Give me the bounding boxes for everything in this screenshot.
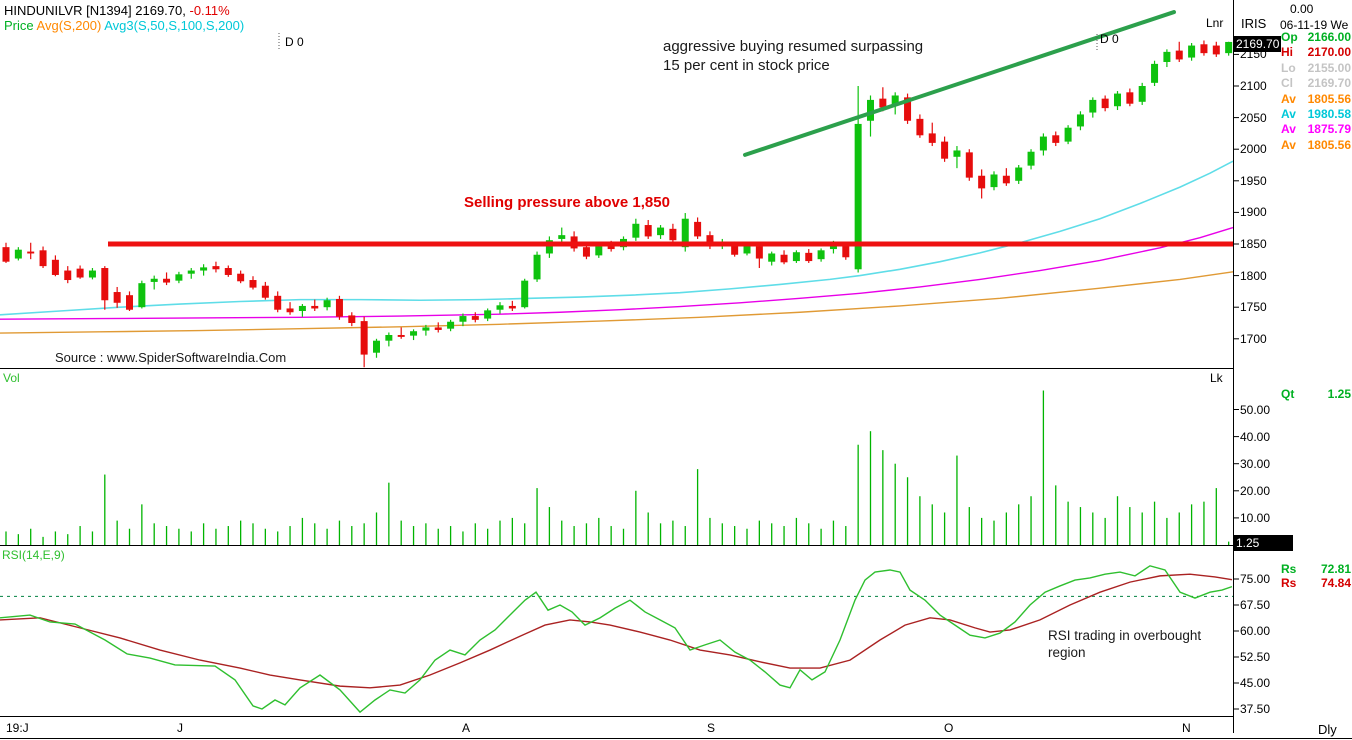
selling-annotation: Selling pressure above 1,850 xyxy=(464,194,670,211)
volume-tick-label: 20.00 xyxy=(1240,483,1271,498)
rsi-tick-label: 45.00 xyxy=(1240,676,1271,690)
price-tick-label: 1900 xyxy=(1240,205,1267,220)
volume-tick-label: 40.00 xyxy=(1240,429,1271,444)
app-name: IRIS xyxy=(1241,16,1267,31)
ohlc-row: Av 1805.56 xyxy=(1281,137,1351,152)
cursor-change-value: 0.00 xyxy=(1290,2,1314,16)
rs-row: Rs 72.81 xyxy=(1281,562,1351,576)
price-tick-label: 1850 xyxy=(1240,237,1267,251)
last-price: 2169.70, xyxy=(135,3,186,18)
change-percent: -0.11% xyxy=(189,3,230,18)
month-label: 19:J xyxy=(6,721,29,735)
rsi-tick-label: 60.00 xyxy=(1240,624,1271,638)
ohlc-row: Av 1805.56 xyxy=(1281,91,1351,106)
d0-marker-right: D 0 xyxy=(1100,32,1119,46)
rsi-tick-label: 67.50 xyxy=(1240,598,1271,612)
buying-annotation: aggressive buying resumed surpassing 15 … xyxy=(663,38,924,74)
last-price-badge: 2169.70 xyxy=(1233,36,1281,52)
ohlc-row: Av 1875.79 xyxy=(1281,122,1351,137)
month-label: S xyxy=(707,721,716,735)
month-label: O xyxy=(944,721,954,735)
rs-row: Rs 74.84 xyxy=(1281,575,1351,590)
price-tick-label: 2050 xyxy=(1240,110,1267,125)
volume-tick-label: 10.00 xyxy=(1240,510,1271,525)
last-volume-badge: 1.25 xyxy=(1233,535,1293,551)
price-tick-label: 1950 xyxy=(1240,173,1267,188)
ohlc-row: Av 1980.58 xyxy=(1281,107,1351,121)
rsi-panel-label: RSI(14,E,9) xyxy=(2,548,65,562)
price-tick-label: 2150 xyxy=(1240,47,1267,62)
ohlc-row: Lo 2155.00 xyxy=(1281,60,1351,75)
header-line2: Price Avg(S,200) Avg3(S,50,S,100,S,200) xyxy=(4,18,244,33)
rsi-tick-label: 37.50 xyxy=(1240,702,1271,716)
price-tick-label: 1750 xyxy=(1240,300,1267,315)
ohlc-row: Op 2166.00 xyxy=(1281,30,1351,44)
symbol-title: HINDUNILVR [N1394] xyxy=(4,3,132,18)
d0-marker-left: D 0 xyxy=(285,35,304,49)
month-label: N xyxy=(1182,721,1191,735)
cursor-date: 06-11-19 We xyxy=(1280,18,1349,32)
volume-panel-label: Vol xyxy=(3,371,20,385)
price-series-label: Price xyxy=(4,18,34,33)
volume-unit-label: Lk xyxy=(1210,371,1223,385)
rsi-tick-label: 52.50 xyxy=(1240,650,1271,664)
volume-tick-label: 30.00 xyxy=(1240,456,1271,471)
header-line1: HINDUNILVR [N1394] 2169.70, -0.11% xyxy=(4,3,230,18)
price-tick-label: 2000 xyxy=(1240,142,1267,157)
periodicity-label: Dly xyxy=(1318,722,1337,737)
source-credit: Source : www.SpiderSoftwareIndia.Com xyxy=(55,350,287,365)
volume-qty-readout: Qt 1.25 xyxy=(1281,387,1351,401)
month-label: J xyxy=(177,721,183,735)
avg3-series-label: Avg3(S,50,S,100,S,200) xyxy=(104,18,245,33)
volume-tick-label: 50.00 xyxy=(1240,402,1271,417)
ohlc-row: Hi 2170.00 xyxy=(1281,45,1351,60)
price-tick-label: 2100 xyxy=(1240,79,1267,93)
price-tick-label: 1700 xyxy=(1240,331,1267,346)
rsi-tick-label: 75.00 xyxy=(1240,572,1271,586)
rsi-annotation: RSI trading in overbought region xyxy=(1048,628,1202,660)
ohlc-row: Cl 2169.70 xyxy=(1281,76,1351,91)
avg-series-label: Avg(S,200) xyxy=(36,18,102,33)
linear-scale-label: Lnr xyxy=(1206,16,1224,30)
month-label: A xyxy=(462,721,471,735)
price-tick-label: 1800 xyxy=(1240,268,1267,283)
